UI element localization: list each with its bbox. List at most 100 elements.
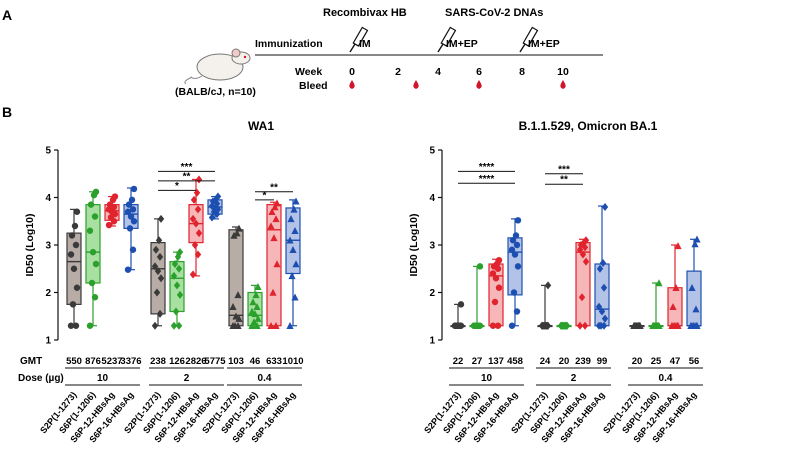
data-point [269, 288, 277, 296]
data-point [600, 283, 608, 292]
data-point [111, 193, 119, 200]
data-point [171, 260, 179, 268]
significance-label: * [175, 181, 179, 192]
data-point [495, 257, 503, 264]
data-point [688, 283, 696, 291]
data-point [253, 302, 261, 310]
data-point [248, 307, 256, 315]
chart-title: WA1 [248, 119, 274, 133]
data-point [69, 301, 77, 308]
bleed-label: Bleed [299, 80, 328, 92]
data-point [691, 240, 699, 248]
gmt-value: 126 [169, 356, 185, 367]
data-point [229, 302, 237, 310]
dose-row-label: Dose (µg) [18, 373, 64, 384]
data-point [653, 321, 661, 329]
data-point [273, 199, 281, 207]
blood-drop-icon [476, 80, 482, 89]
data-point [513, 308, 521, 315]
significance-label: *** [558, 164, 570, 175]
data-point [130, 218, 138, 225]
data-point [578, 293, 586, 302]
data-point [250, 318, 258, 326]
data-point [73, 208, 81, 215]
data-point [155, 236, 163, 245]
y-tick-label: 2 [45, 288, 51, 299]
week-label: Week [295, 66, 322, 78]
data-point [512, 232, 520, 239]
data-point [272, 321, 280, 329]
data-point [213, 199, 221, 208]
data-point [106, 201, 114, 208]
y-tick-label: 5 [429, 146, 435, 157]
y-tick-label: 4 [45, 193, 51, 204]
data-point [291, 226, 299, 234]
data-point [273, 260, 281, 268]
data-point [514, 217, 522, 224]
data-point [208, 213, 216, 222]
data-point [175, 321, 183, 330]
data-point [194, 205, 202, 214]
data-point [287, 215, 295, 223]
data-point [292, 197, 300, 205]
gmt-value: 2826 [185, 356, 206, 367]
gmt-value: 20 [632, 356, 643, 367]
gmt-value: 239 [575, 356, 591, 367]
data-point [129, 206, 137, 213]
data-point [288, 272, 296, 280]
box-iqr [594, 263, 610, 327]
data-point [172, 307, 180, 316]
data-point [286, 236, 294, 244]
data-point [175, 264, 183, 273]
data-point [156, 252, 164, 261]
gmt-value: 20 [559, 356, 570, 367]
dose-group: 103S2P(1-1273)46S6P(1-1206)633S6P-12-HBs… [200, 197, 304, 445]
blood-drop-icon [560, 80, 566, 89]
data-point [252, 291, 260, 299]
data-point [233, 229, 241, 237]
gmt-value: 56 [689, 356, 700, 367]
week-tick-label: 8 [519, 66, 525, 78]
data-point [126, 225, 134, 232]
data-point [596, 264, 604, 273]
data-point [154, 267, 162, 276]
data-point [581, 321, 589, 330]
data-point [128, 196, 136, 204]
dose-group: 20S2P(1-1273)25S6P(1-1206)47S6P-12-HBsAg… [601, 235, 703, 445]
data-point [579, 250, 587, 259]
route-3-label: IM+EP [528, 38, 560, 50]
data-point [495, 284, 503, 291]
y-tick-label: 3 [429, 241, 435, 252]
data-point [173, 281, 181, 290]
dose-value: 2 [571, 373, 577, 384]
data-point [492, 275, 500, 282]
data-point [254, 283, 262, 290]
syringe-icon [519, 26, 539, 53]
data-point [86, 322, 94, 329]
data-point [214, 192, 222, 201]
gmt-value: 3376 [120, 356, 141, 367]
data-point [89, 248, 97, 256]
data-point [513, 241, 521, 249]
data-point [595, 302, 603, 311]
data-point [72, 241, 80, 249]
data-point [272, 215, 280, 223]
gmt-value: 137 [488, 356, 504, 367]
week-tick-label: 6 [476, 66, 482, 78]
y-tick-label: 3 [45, 241, 51, 252]
data-point [582, 257, 590, 266]
data-point [508, 246, 516, 253]
data-point [292, 260, 300, 268]
data-point [290, 205, 298, 213]
y-tick-label: 2 [429, 288, 435, 299]
data-point [190, 195, 198, 204]
data-point [214, 205, 222, 214]
data-point [68, 232, 76, 239]
mouse-icon [184, 48, 251, 85]
route-1-label: IM [359, 38, 371, 50]
data-point [253, 321, 261, 329]
data-point [687, 321, 695, 329]
data-point [157, 274, 165, 283]
